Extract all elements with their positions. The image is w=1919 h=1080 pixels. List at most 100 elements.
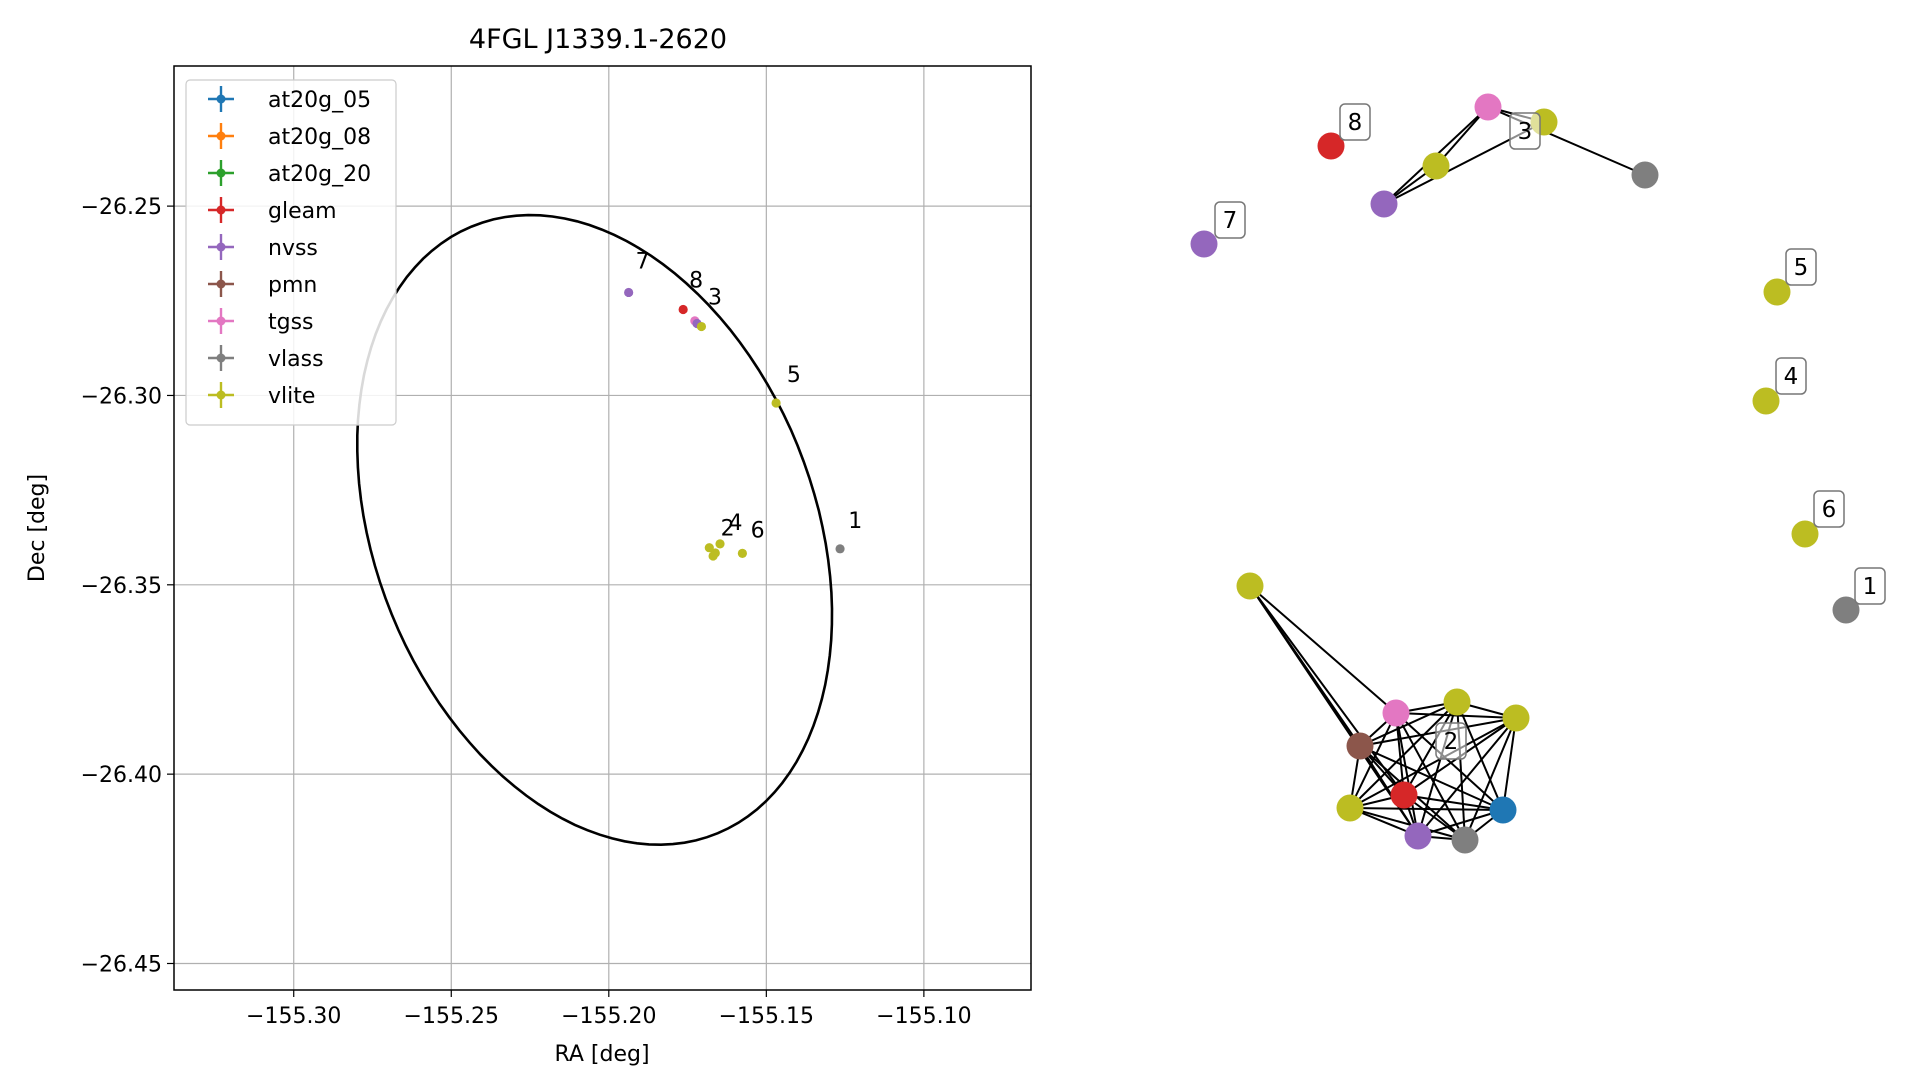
source-point [771, 398, 781, 408]
plot-frame [173, 65, 1032, 991]
legend-entry-label: gleam [268, 199, 337, 224]
graph-node [1631, 161, 1659, 189]
graph-node [1832, 596, 1860, 624]
node-label-box [1854, 567, 1886, 605]
source-point [678, 304, 688, 315]
graph-edge [1403, 701, 1458, 796]
point-label: 2 [721, 517, 735, 542]
graph-edge [1456, 701, 1504, 811]
node-label: 6 [1822, 497, 1837, 523]
graph-node [1451, 826, 1479, 854]
x-tick-label: −155.20 [561, 1004, 656, 1029]
graph-edge [1359, 745, 1419, 837]
legend-marker [216, 94, 226, 104]
legend-marker [216, 390, 226, 400]
graph-edge [1403, 794, 1504, 811]
legend-entry-label: tgss [268, 310, 314, 335]
y-tick-label: −26.35 [81, 574, 162, 599]
source-point [696, 321, 707, 332]
graph-node [1502, 704, 1530, 732]
legend-marker [216, 242, 226, 252]
point-label: 5 [787, 363, 801, 388]
graph-node [1763, 278, 1791, 306]
graph-node-labels-top: 8 7 5 4 6 1 [1214, 103, 1886, 605]
y-tick-label: −26.30 [81, 384, 162, 409]
node-label-box [1509, 112, 1541, 150]
source-point [704, 543, 714, 553]
graph-edge [1395, 712, 1405, 796]
y-axis-label: Dec [deg] [25, 474, 50, 582]
legend-box [185, 79, 397, 426]
graph-node [1422, 152, 1450, 180]
graph-edge [1349, 807, 1466, 841]
x-axis-label: RA [deg] [554, 1042, 649, 1067]
source-point [708, 551, 718, 561]
graph-node [1474, 93, 1502, 121]
y-tick-label: −26.25 [81, 195, 162, 220]
legend-entry-label: vlite [268, 384, 315, 409]
x-tick-label: −155.10 [876, 1004, 971, 1029]
x-tick-label: −155.25 [404, 1004, 499, 1029]
legend-entry-label: at20g_08 [268, 125, 371, 150]
node-label: 1 [1863, 574, 1878, 600]
point-label: 3 [708, 286, 722, 311]
x-tick-label: −155.30 [246, 1004, 341, 1029]
source-point [737, 548, 747, 558]
legend-entry-label: at20g_20 [268, 162, 371, 187]
point-label: 7 [636, 250, 650, 275]
graph-node [1317, 132, 1345, 160]
legend-entry-label: nvss [268, 236, 318, 261]
graph-edge [1349, 717, 1517, 809]
node-label-box [1435, 722, 1467, 760]
source-point [715, 539, 725, 549]
node-label-box [1214, 201, 1246, 239]
source-point [835, 544, 845, 554]
graph-edge [1359, 701, 1458, 747]
graph-node [1382, 699, 1410, 727]
legend-marker [216, 131, 226, 141]
node-label: 4 [1784, 364, 1799, 390]
point-label: 6 [751, 518, 765, 543]
localization-ellipse-layer [356, 213, 834, 847]
legend-marker [216, 316, 226, 326]
legend-marker [216, 205, 226, 215]
node-label-box [1813, 490, 1845, 528]
graph-edge [1349, 701, 1458, 809]
legend-entry-label: vlass [268, 347, 324, 372]
y-tick-label: −26.45 [81, 952, 162, 977]
node-label: 2 [1444, 729, 1459, 755]
graph-node [1236, 572, 1264, 600]
graph-node [1336, 794, 1364, 822]
node-label-box [1775, 357, 1807, 395]
legend-entry-label: at20g_05 [268, 88, 371, 113]
source-point [624, 287, 634, 298]
graph-node-labels: 23 [1435, 112, 1541, 760]
point-label: 1 [848, 509, 862, 534]
node-label: 3 [1518, 119, 1533, 145]
legend-marker [216, 168, 226, 178]
graph-edge [1359, 745, 1504, 811]
y-tick-label: −26.40 [81, 763, 162, 788]
chart-title: 4FGL J1339.1-2620 [469, 24, 727, 55]
graph-node [1752, 387, 1780, 415]
graph-edge [1395, 712, 1419, 837]
graph-node [1370, 190, 1398, 218]
scatter-plot: 4FGL J1339.1-2620 7 83 5 42 6 1 −155.30 −155.2… [25, 24, 1032, 1067]
graph-node [1791, 520, 1819, 548]
graph-edge [1249, 585, 1397, 714]
graph-edge [1395, 712, 1517, 719]
node-label: 8 [1348, 110, 1363, 136]
localization-ellipse [356, 213, 834, 847]
graph-edge [1249, 585, 1405, 796]
graph-node [1346, 732, 1374, 760]
source-points [624, 287, 845, 561]
y-axis-ticks: −26.25 −26.30 −26.35 −26.40 −26.45 [81, 195, 174, 977]
node-label: 7 [1223, 208, 1238, 234]
node-label-box [1785, 248, 1817, 286]
legend-marker [216, 353, 226, 363]
source-point-labels: 7 83 5 42 6 1 [636, 250, 863, 544]
x-tick-label: −155.15 [719, 1004, 814, 1029]
